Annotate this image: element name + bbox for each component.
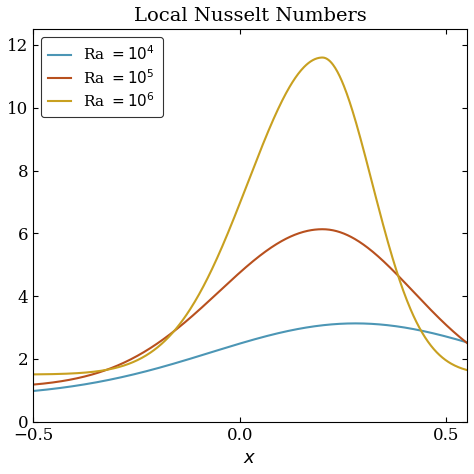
Ra $= 10^5$	[227, 279, 232, 285]
Ra $= 10^5$	[319, 227, 325, 232]
Ra $= 10^4$	[107, 377, 113, 383]
Ra $= 10^4$	[464, 339, 470, 345]
Ra $= 10^6$	[30, 372, 36, 377]
Ra $= 10^5$	[286, 235, 292, 240]
Line: Ra $= 10^4$: Ra $= 10^4$	[33, 323, 467, 391]
Line: Ra $= 10^5$: Ra $= 10^5$	[33, 229, 467, 384]
Ra $= 10^4$	[227, 344, 232, 349]
Ra $= 10^4$	[142, 369, 147, 374]
Ra $= 10^5$	[30, 382, 36, 387]
Title: Local Nusselt Numbers: Local Nusselt Numbers	[134, 7, 366, 25]
Ra $= 10^5$	[464, 340, 470, 346]
Ra $= 10^4$	[286, 328, 292, 334]
Ra $= 10^4$	[320, 322, 326, 328]
Line: Ra $= 10^6$: Ra $= 10^6$	[33, 57, 467, 374]
Ra $= 10^6$	[321, 55, 327, 61]
Ra $= 10^6$	[358, 136, 364, 142]
Ra $= 10^6$	[286, 85, 292, 91]
Ra $= 10^6$	[464, 367, 470, 373]
Ra $= 10^4$	[358, 320, 364, 326]
Ra $= 10^4$	[353, 320, 358, 326]
Ra $= 10^6$	[142, 354, 147, 359]
Ra $= 10^5$	[107, 366, 113, 372]
Ra $= 10^6$	[227, 227, 232, 232]
Ra $= 10^6$	[107, 366, 113, 372]
Ra $= 10^5$	[142, 349, 147, 355]
Ra $= 10^5$	[358, 240, 364, 246]
X-axis label: $x$: $x$	[244, 449, 257, 467]
Ra $= 10^5$	[321, 227, 327, 232]
Legend: Ra $= 10^4$, Ra $= 10^5$, Ra $= 10^6$: Ra $= 10^4$, Ra $= 10^5$, Ra $= 10^6$	[41, 37, 163, 118]
Ra $= 10^4$	[30, 388, 36, 394]
Ra $= 10^6$	[319, 55, 325, 60]
